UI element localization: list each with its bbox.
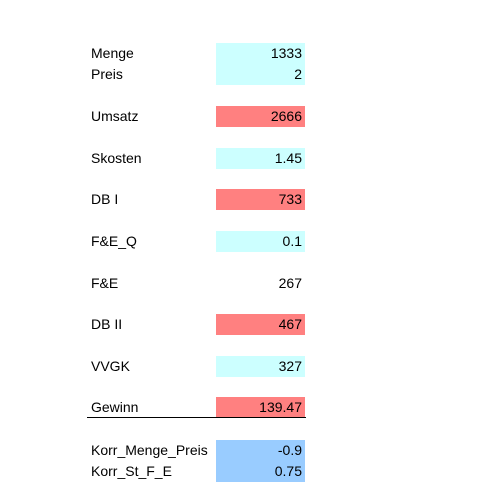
label-umsatz: Umsatz	[91, 108, 139, 124]
cell-gewinn[interactable]: 139.47	[216, 397, 305, 418]
label-skosten: Skosten	[91, 150, 142, 166]
row-menge: Menge 1333	[0, 43, 482, 64]
gewinn-underline	[87, 417, 306, 418]
cell-fe[interactable]: 267	[278, 275, 302, 291]
row-fe-q: F&E_Q 0.1	[0, 231, 482, 252]
row-gewinn: Gewinn 139.47	[0, 397, 482, 418]
cell-umsatz[interactable]: 2666	[216, 106, 305, 127]
row-skosten: Skosten 1.45	[0, 148, 482, 169]
row-umsatz: Umsatz 2666	[0, 106, 482, 127]
label-gewinn: Gewinn	[91, 399, 139, 415]
cell-korr-menge-preis[interactable]: -0.9	[216, 440, 305, 461]
row-vvgk: VVGK 327	[0, 356, 482, 377]
cell-vvgk[interactable]: 327	[216, 356, 305, 377]
row-db-i: DB I 733	[0, 189, 482, 210]
row-db-ii: DB II 467	[0, 314, 482, 335]
cell-db-i[interactable]: 733	[216, 189, 305, 210]
row-fe: F&E 267	[0, 273, 482, 294]
cell-korr-st-f-e[interactable]: 0.75	[216, 461, 305, 482]
label-korr-st-f-e: Korr_St_F_E	[91, 463, 172, 479]
label-menge: Menge	[91, 45, 134, 61]
cell-skosten[interactable]: 1.45	[216, 148, 305, 169]
label-fe: F&E	[91, 275, 119, 291]
label-vvgk: VVGK	[91, 358, 130, 374]
label-db-i: DB I	[91, 191, 119, 207]
row-korr-menge-preis: Korr_Menge_Preis -0.9	[0, 440, 482, 461]
label-db-ii: DB II	[91, 316, 123, 332]
cell-db-ii[interactable]: 467	[216, 314, 305, 335]
row-preis: Preis 2	[0, 64, 482, 85]
cell-preis[interactable]: 2	[216, 64, 305, 85]
row-korr-st-f-e: Korr_St_F_E 0.75	[0, 461, 482, 482]
cell-fe-q[interactable]: 0.1	[216, 231, 305, 252]
label-preis: Preis	[91, 66, 123, 82]
cell-menge[interactable]: 1333	[216, 43, 305, 64]
label-fe-q: F&E_Q	[91, 233, 137, 249]
label-korr-menge-preis: Korr_Menge_Preis	[91, 442, 208, 458]
